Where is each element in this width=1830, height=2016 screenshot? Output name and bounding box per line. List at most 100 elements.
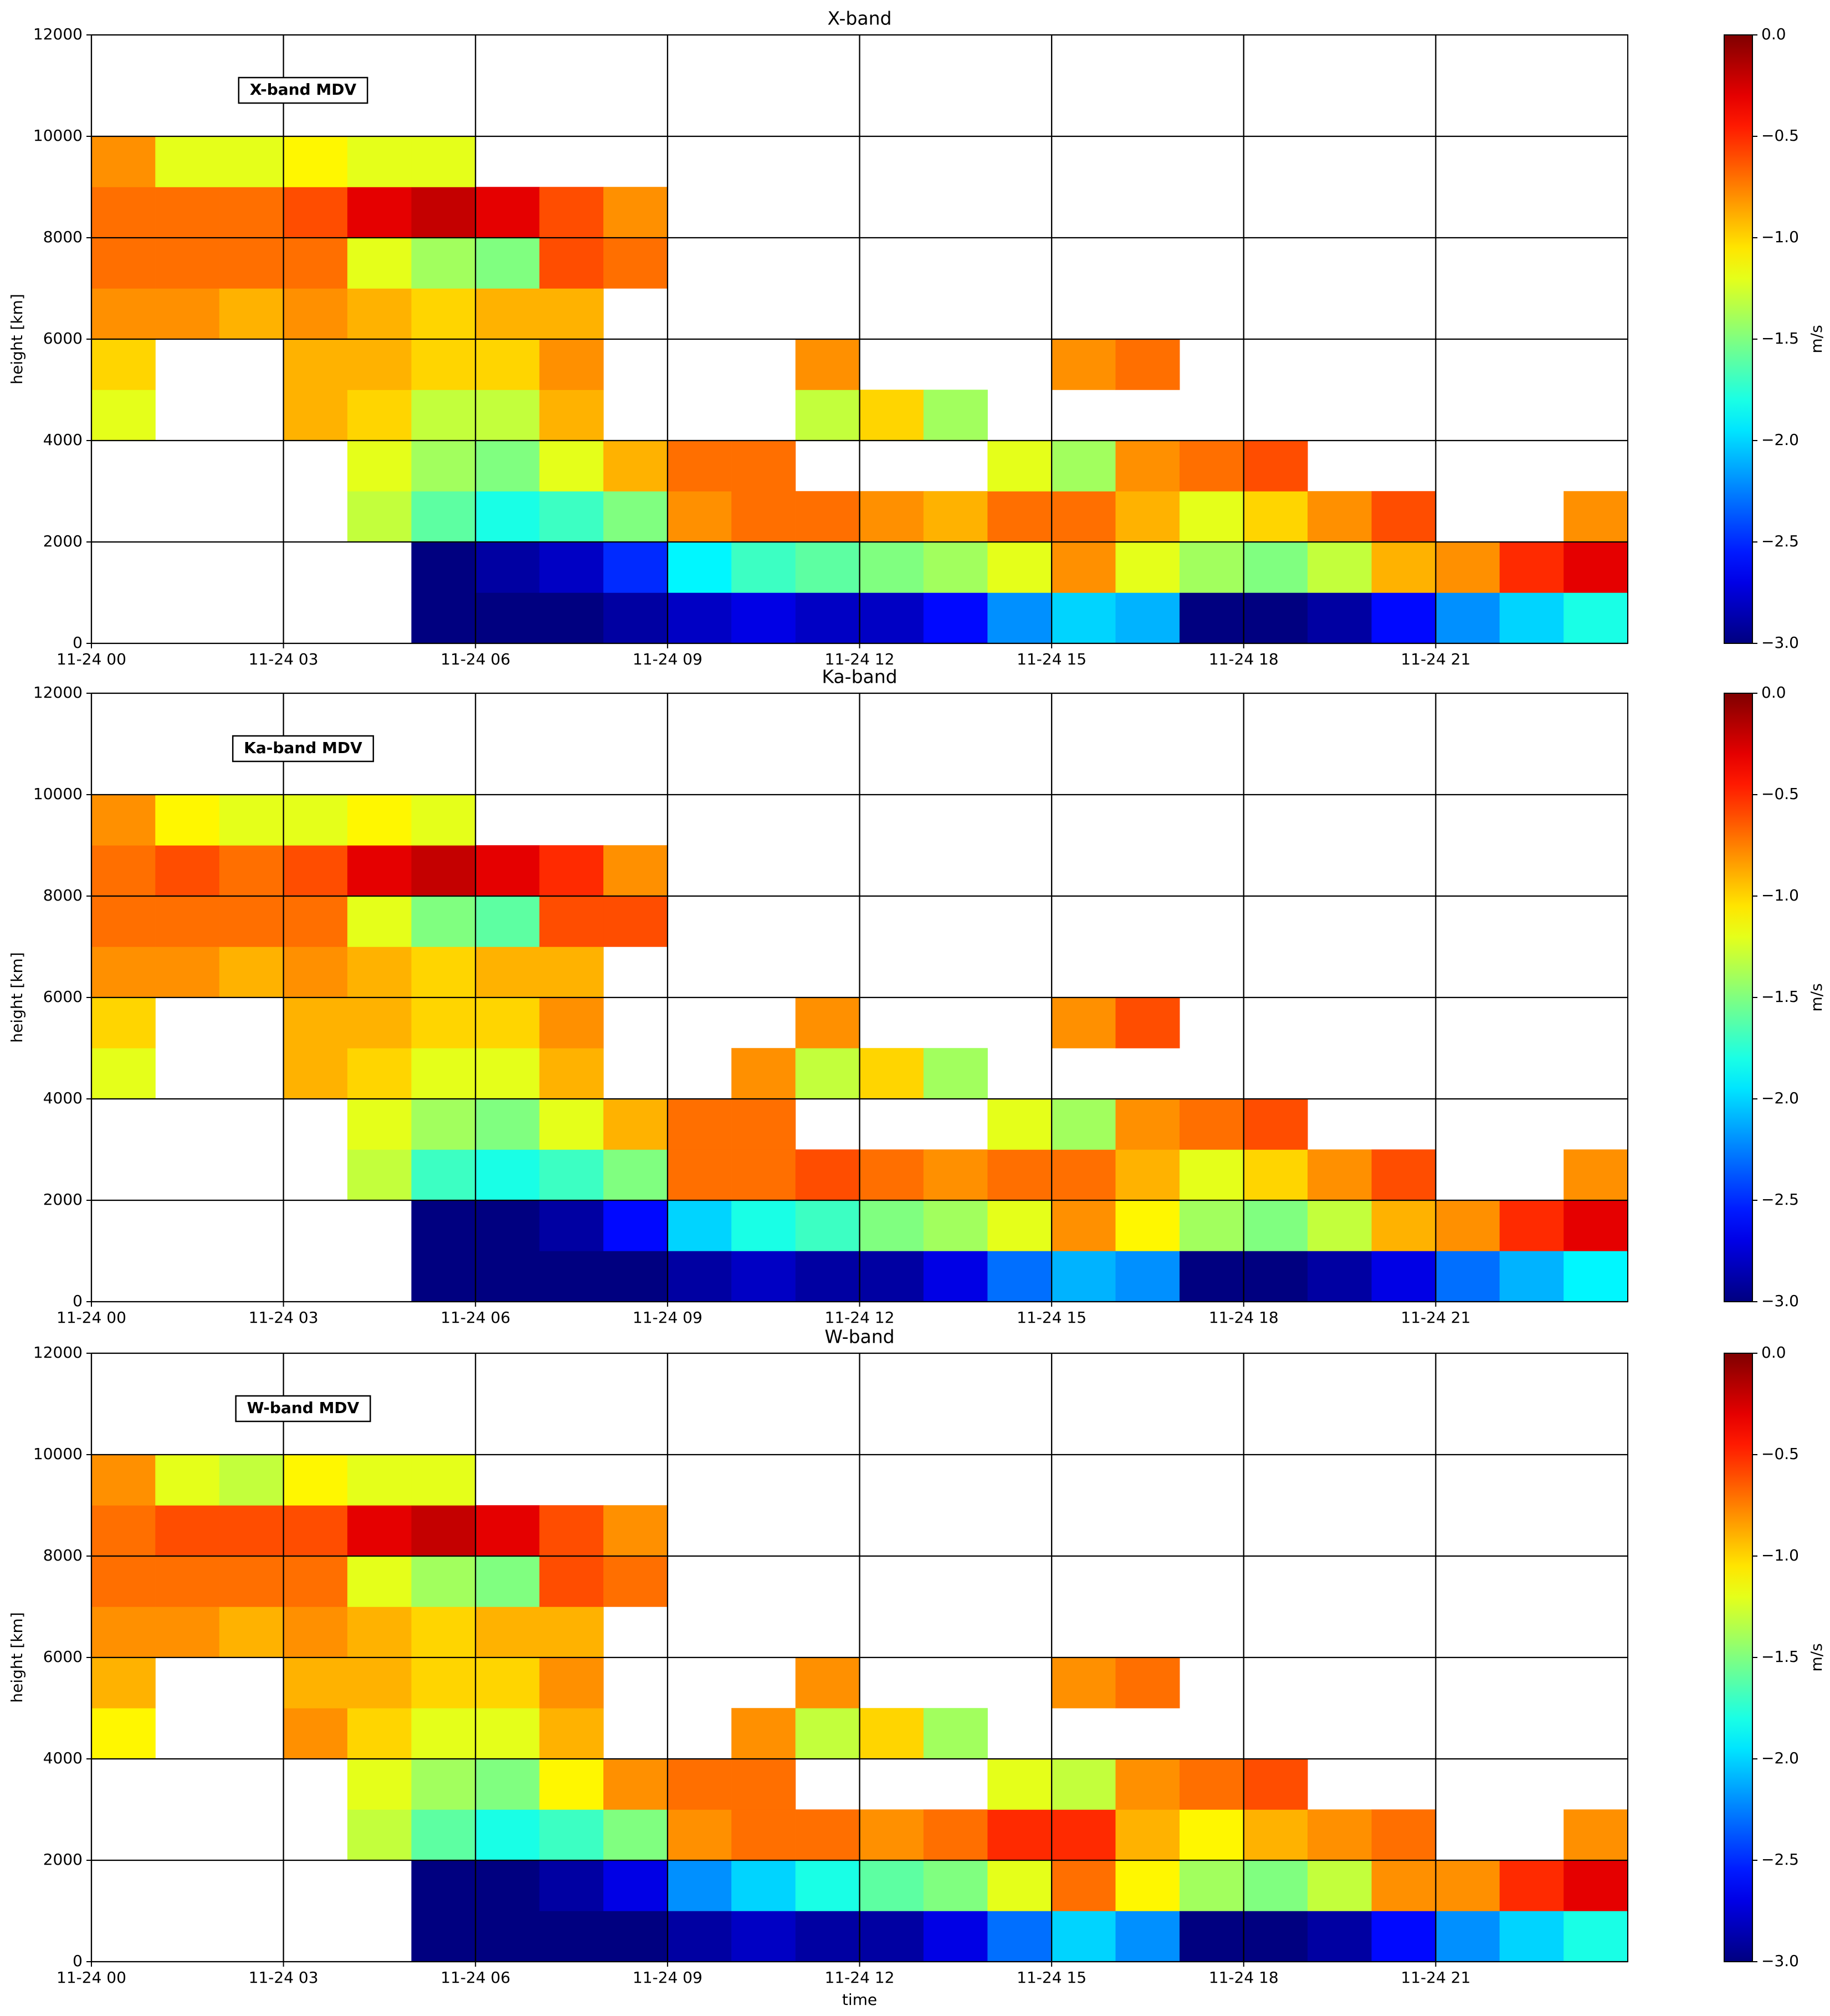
- heatmap-cell: [219, 136, 284, 187]
- colorbar-tick-label: −0.5: [1761, 1445, 1799, 1463]
- y-tick-label: 2000: [43, 1850, 83, 1869]
- heatmap-cell: [283, 136, 348, 187]
- heatmap-cell: [1115, 1860, 1180, 1911]
- heatmap-cell: [347, 1809, 412, 1861]
- heatmap-cell: [539, 997, 604, 1048]
- heatmap-cell: [91, 1454, 156, 1506]
- x-tick-label: 11-24 15: [1017, 650, 1086, 668]
- heatmap-cell: [1179, 541, 1244, 593]
- heatmap-cell: [475, 896, 540, 947]
- heatmap-cell: [411, 390, 476, 441]
- heatmap-cell: [283, 390, 348, 441]
- heatmap-cell: [795, 491, 860, 543]
- x-tick-label: 11-24 15: [1017, 1308, 1086, 1327]
- heatmap-cell: [475, 1758, 540, 1810]
- heatmap-cell: [475, 1708, 540, 1759]
- heatmap-cell: [603, 1098, 668, 1150]
- heatmap-cell: [1371, 592, 1436, 644]
- colorbar-tick-label: 0.0: [1761, 683, 1786, 702]
- x-axis-label: time: [842, 1991, 877, 2009]
- heatmap-cell: [283, 845, 348, 897]
- heatmap-cell: [667, 1251, 732, 1302]
- heatmap-cell: [731, 491, 796, 543]
- heatmap-cell: [219, 1606, 284, 1658]
- heatmap-cell: [283, 997, 348, 1048]
- heatmap-cell: [1371, 1251, 1436, 1302]
- heatmap-cell: [1051, 1251, 1116, 1302]
- y-tick-label: 4000: [43, 431, 83, 449]
- colorbar-tick-label: −1.0: [1761, 1546, 1799, 1564]
- annotation: W-band MDV: [247, 1399, 360, 1417]
- heatmap-cell: [795, 541, 860, 593]
- heatmap-cell: [1371, 1149, 1436, 1201]
- heatmap-cell: [155, 1454, 220, 1506]
- heatmap-cell: [731, 440, 796, 492]
- heatmap-cell: [347, 1758, 412, 1810]
- heatmap-cell: [91, 794, 156, 846]
- heatmap-cell: [603, 1149, 668, 1201]
- heatmap-cell: [475, 1098, 540, 1150]
- heatmap-cell: [91, 339, 156, 390]
- heatmap-cell: [1115, 1809, 1180, 1861]
- heatmap-cell: [539, 237, 604, 289]
- heatmap-cell: [731, 1149, 796, 1201]
- heatmap-cell: [475, 390, 540, 441]
- x-tick-label: 11-24 03: [249, 1308, 319, 1327]
- heatmap-cell: [1115, 1911, 1180, 1962]
- heatmap-cell: [1564, 1200, 1628, 1251]
- heatmap-cell: [539, 1200, 604, 1251]
- y-tick-label: 10000: [33, 1445, 83, 1463]
- colorbar-tick-label: −1.0: [1761, 228, 1799, 246]
- heatmap-cell: [1115, 1758, 1180, 1810]
- colorbar-tick-label: 0.0: [1761, 1343, 1786, 1362]
- heatmap-cell: [539, 1048, 604, 1099]
- heatmap-cell: [91, 1048, 156, 1099]
- heatmap-cell: [539, 440, 604, 492]
- heatmap-cell: [923, 1860, 988, 1911]
- heatmap-cell: [347, 896, 412, 947]
- annotation-box: [232, 735, 375, 763]
- heatmap-cell: [1371, 491, 1436, 543]
- heatmap-cell: [795, 339, 860, 390]
- x-tick-label: 11-24 12: [825, 1968, 895, 1987]
- heatmap-cell: [667, 541, 732, 593]
- heatmap-cell: [1243, 1251, 1308, 1302]
- heatmap-cell: [1499, 1251, 1564, 1302]
- x-tick-label: 11-24 06: [440, 1968, 510, 1987]
- colorbar-tick-label: −1.0: [1761, 886, 1799, 904]
- heatmap-cell: [603, 845, 668, 897]
- heatmap-cell: [1051, 1860, 1116, 1911]
- y-axis-label: height [km]: [8, 294, 26, 385]
- heatmap-cell: [923, 1251, 988, 1302]
- heatmap-cell: [475, 1505, 540, 1557]
- heatmap-cell: [859, 1200, 924, 1251]
- heatmap-cell: [475, 491, 540, 543]
- heatmap-cell: [859, 390, 924, 441]
- heatmap-cell: [155, 136, 220, 187]
- heatmap-cell: [283, 794, 348, 846]
- heatmap-cell: [539, 390, 604, 441]
- heatmap-cell: [603, 1911, 668, 1962]
- heatmap-cell: [731, 541, 796, 593]
- annotation-box: [235, 1395, 371, 1423]
- y-tick-label: 10000: [33, 785, 83, 803]
- heatmap-cell: [155, 1556, 220, 1607]
- heatmap-cell: [1243, 1758, 1308, 1810]
- heatmap-cell: [539, 1505, 604, 1557]
- heatmap-cell: [1499, 592, 1564, 644]
- heatmap-cell: [603, 187, 668, 238]
- heatmap-cell: [987, 1149, 1052, 1201]
- heatmap-cell: [219, 1505, 284, 1557]
- heatmap-cell: [1179, 592, 1244, 644]
- heatmap-cell: [539, 339, 604, 390]
- heatmap-cell: [91, 896, 156, 947]
- heatmap-cell: [155, 288, 220, 340]
- heatmap-cell: [603, 1251, 668, 1302]
- heatmap-cell: [411, 1911, 476, 1962]
- heatmap-cell: [347, 1606, 412, 1658]
- heatmap-cell: [731, 1708, 796, 1759]
- y-tick-label: 10000: [33, 126, 83, 145]
- heatmap-cell: [91, 288, 156, 340]
- colorbar-tick-label: 0.0: [1761, 25, 1786, 43]
- heatmap-cell: [1243, 1200, 1308, 1251]
